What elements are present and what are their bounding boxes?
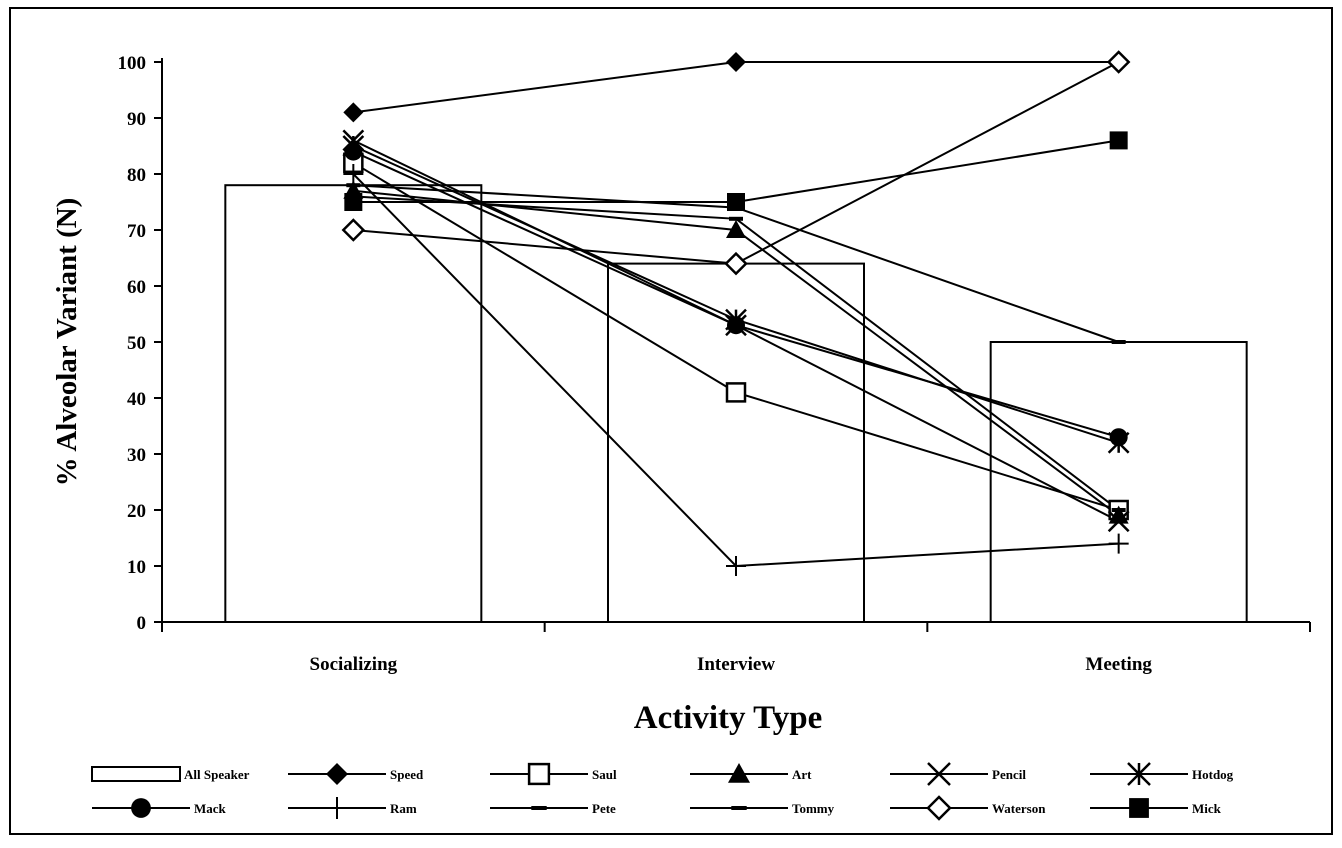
legend-label: All Speaker [184, 767, 250, 782]
point-ram-socializing [343, 164, 364, 184]
legend-item-ram: Ram [288, 797, 417, 819]
legend-label: Tommy [792, 801, 835, 816]
point-art-meeting [1108, 505, 1129, 524]
x-category-label: Meeting [1085, 654, 1152, 675]
legend-label: Hotdog [1192, 767, 1234, 782]
marker-shape [727, 316, 745, 335]
legend-marker [926, 795, 952, 821]
legend-label: Waterson [992, 801, 1046, 816]
legend-item-mick: Mick [1090, 798, 1222, 818]
y-tick-label: 0 [137, 613, 147, 634]
legend-marker [927, 762, 951, 786]
legend-marker [326, 763, 348, 785]
legend-label: Saul [592, 767, 617, 782]
legend-item-saul: Saul [490, 762, 617, 786]
legend-item-hotdog: Hotdog [1090, 762, 1234, 786]
marker-shape [1129, 798, 1149, 818]
marker-shape [326, 763, 348, 785]
y-tick-label: 70 [127, 221, 146, 242]
legend-item-pencil: Pencil [890, 762, 1026, 786]
legend-marker [326, 797, 348, 819]
legend-item-tommy: Tommy [690, 801, 835, 816]
marker-shape [728, 763, 750, 783]
legend-label: Art [792, 767, 812, 782]
point-mick-interview [727, 193, 745, 211]
marker-shape [726, 52, 746, 72]
point-waterson-meeting [1106, 50, 1131, 74]
marker-shape [1109, 131, 1128, 150]
y-tick-label: 60 [127, 277, 146, 298]
y-tick-label: 90 [127, 109, 146, 130]
legend-label: Pete [592, 801, 616, 816]
point-pencil-meeting [1107, 510, 1130, 533]
x-axis-title: Activity Type [634, 700, 823, 736]
legend-swatch [91, 766, 181, 782]
y-tick-label: 30 [127, 445, 146, 466]
point-speed-interview [726, 52, 746, 72]
marker-shape [927, 762, 951, 786]
y-tick-label: 10 [127, 557, 146, 578]
point-waterson-socializing [341, 218, 366, 242]
legend-marker [728, 763, 750, 783]
point-speed-socializing [343, 102, 364, 123]
point-saul-interview [725, 382, 747, 403]
point-mack-interview [727, 316, 745, 335]
marker-shape [1106, 50, 1131, 74]
point-mick-socializing [344, 193, 363, 211]
legend-item-mack: Mack [92, 798, 227, 818]
legend-item-speed: Speed [288, 763, 424, 785]
y-tick-label: 80 [127, 165, 146, 186]
legend-marker [527, 762, 551, 786]
marker-shape [725, 382, 747, 403]
marker-shape [726, 220, 746, 238]
marker-shape [724, 251, 748, 276]
legend-marker [1127, 762, 1151, 786]
marker-shape [131, 798, 151, 818]
y-tick-label: 20 [127, 501, 146, 522]
marker-shape [727, 193, 745, 211]
x-category-label: Socializing [310, 654, 398, 675]
legend-item-all-speaker: All Speaker [91, 766, 250, 782]
marker-shape [1108, 505, 1129, 524]
marker-shape [343, 102, 364, 123]
legend-item-art: Art [690, 763, 812, 783]
marker-shape [926, 795, 952, 821]
point-mick-meeting [1109, 131, 1128, 150]
marker-shape [341, 218, 366, 242]
marker-shape [1109, 428, 1128, 447]
legend-label: Mack [194, 801, 227, 816]
legend-label: Ram [390, 801, 417, 816]
legend-label: Speed [390, 767, 424, 782]
y-axis-title: % Alveolar Variant (N) [51, 198, 83, 487]
point-ram-interview [726, 556, 746, 576]
y-tick-label: 40 [127, 389, 146, 410]
marker-shape [527, 762, 551, 786]
y-tick-label: 100 [118, 53, 147, 74]
legend-marker [1129, 798, 1149, 818]
point-ram-meeting [1108, 533, 1129, 554]
legend-label: Pencil [992, 767, 1026, 782]
x-category-label: Interview [697, 654, 775, 675]
point-mack-meeting [1109, 428, 1128, 447]
legend-label: Mick [1192, 801, 1222, 816]
point-waterson-interview [724, 251, 748, 276]
y-tick-label: 50 [127, 333, 146, 354]
bar-socializing [224, 184, 483, 623]
marker-shape [344, 193, 363, 211]
marker-shape [1107, 510, 1130, 533]
legend-item-waterson: Waterson [890, 795, 1046, 821]
marker-shape [344, 142, 363, 161]
point-mack-socializing [344, 142, 363, 161]
legend-item-pete: Pete [490, 801, 616, 816]
point-art-interview [726, 220, 746, 238]
legend-marker [131, 798, 151, 818]
